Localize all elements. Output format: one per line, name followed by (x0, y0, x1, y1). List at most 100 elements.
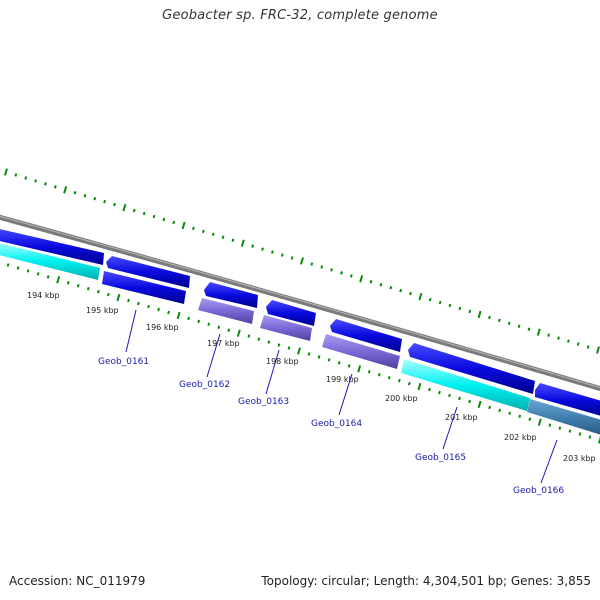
minor-tick (409, 291, 412, 296)
gene-label-geob0162[interactable]: Geob_0162 (179, 380, 230, 390)
gene-label-geob0161[interactable]: Geob_0161 (98, 357, 149, 367)
minor-tick (588, 435, 592, 439)
minor-tick (251, 244, 255, 248)
minor-tick (76, 284, 80, 288)
leader-line-geob0161 (125, 309, 137, 353)
minor-tick (257, 337, 261, 341)
minor-tick (83, 194, 87, 198)
leader-line-geob0164 (338, 373, 353, 416)
minor-tick (6, 263, 10, 267)
minor-tick (330, 268, 333, 272)
genome-backbone (0, 214, 600, 392)
kbp-label: 194 kbp (27, 291, 60, 300)
minor-tick (320, 265, 324, 269)
minor-tick (192, 226, 195, 231)
major-tick (598, 436, 600, 444)
outer-tick-ruler (4, 168, 600, 354)
major-tick (359, 275, 364, 283)
minor-tick (548, 423, 552, 427)
gene-label-geob0164[interactable]: Geob_0164 (311, 419, 362, 429)
cds-forward-3 (204, 282, 258, 308)
minor-tick (468, 399, 471, 404)
minor-tick (172, 220, 176, 225)
minor-tick (547, 333, 551, 337)
minor-tick (162, 217, 166, 222)
minor-tick (231, 238, 235, 242)
minor-tick (518, 414, 522, 418)
minor-tick (497, 318, 501, 323)
minor-tick (379, 283, 383, 287)
major-tick (297, 347, 301, 355)
gene-label-geob0163[interactable]: Geob_0163 (238, 397, 289, 407)
minor-tick (498, 408, 502, 413)
minor-tick (337, 361, 341, 365)
kbp-label: 196 kbp (146, 323, 179, 332)
minor-tick (528, 417, 532, 421)
minor-tick (578, 432, 582, 436)
kbp-label: 203 kbp (563, 454, 596, 463)
minor-tick (586, 345, 590, 349)
kbp-label: 199 kbp (326, 375, 359, 384)
minor-tick (557, 336, 560, 340)
cds-forward-1 (0, 229, 104, 265)
minor-tick (53, 185, 57, 189)
minor-tick (103, 199, 107, 204)
minor-tick (34, 179, 37, 183)
minor-tick (507, 321, 511, 325)
minor-tick (187, 316, 191, 321)
minor-tick (142, 211, 146, 216)
minor-tick (127, 298, 130, 303)
minor-tick (221, 235, 225, 239)
feature-cyan-2 (401, 359, 530, 411)
minor-tick (407, 381, 411, 386)
minor-tick (310, 262, 314, 266)
gene-label-geob0166[interactable]: Geob_0166 (513, 486, 564, 496)
minor-tick (527, 327, 531, 331)
minor-tick (201, 229, 205, 234)
cds-forward-6 (408, 343, 535, 394)
kbp-label: 202 kbp (504, 433, 537, 442)
minor-tick (508, 411, 512, 415)
leader-line-geob0165 (442, 406, 458, 450)
major-tick (537, 418, 542, 426)
minor-tick (96, 289, 100, 294)
minor-tick (287, 346, 291, 350)
minor-tick (387, 376, 391, 380)
kbp-label: 200 kbp (385, 394, 418, 403)
minor-tick (152, 214, 156, 219)
minor-tick (217, 325, 221, 329)
minor-tick (290, 256, 294, 260)
diagram-title: Geobacter sp. FRC-32, complete genome (162, 8, 438, 23)
minor-tick (389, 286, 393, 290)
kbp-scale-labels: 194 kbp 195 kbp 196 kbp 197 kbp 198 kbp … (27, 291, 596, 463)
minor-tick (428, 297, 432, 302)
major-tick (418, 292, 423, 301)
genome-summary-text: Topology: circular; Length: 4,304,501 bp… (261, 574, 591, 588)
minor-tick (397, 378, 401, 383)
major-tick (181, 221, 186, 230)
gene-label-geob0165[interactable]: Geob_0165 (415, 453, 466, 463)
accession-text: Accession: NC_011979 (9, 574, 146, 588)
minor-tick (438, 300, 442, 305)
cds-forward-2 (106, 256, 190, 288)
major-tick (357, 365, 362, 373)
minor-tick (66, 281, 70, 285)
kbp-label: 201 kbp (445, 413, 478, 422)
minor-tick (157, 307, 160, 312)
feature-purple-3 (322, 334, 400, 369)
minor-tick (399, 288, 403, 293)
minor-tick (46, 275, 50, 279)
gene-labels: Geob_0161 Geob_0162 Geob_0163 Geob_0164 … (98, 357, 564, 496)
minor-tick (517, 324, 521, 328)
reverse-strand-features (0, 243, 600, 435)
leader-line-geob0166 (540, 439, 558, 484)
major-tick (477, 310, 482, 319)
minor-tick (488, 315, 491, 320)
cds-reverse-1 (102, 271, 186, 304)
minor-tick (261, 247, 264, 251)
major-tick (236, 329, 241, 337)
minor-tick (448, 303, 452, 308)
minor-tick (93, 197, 97, 201)
kbp-label: 197 kbp (207, 339, 240, 348)
minor-tick (197, 319, 201, 324)
